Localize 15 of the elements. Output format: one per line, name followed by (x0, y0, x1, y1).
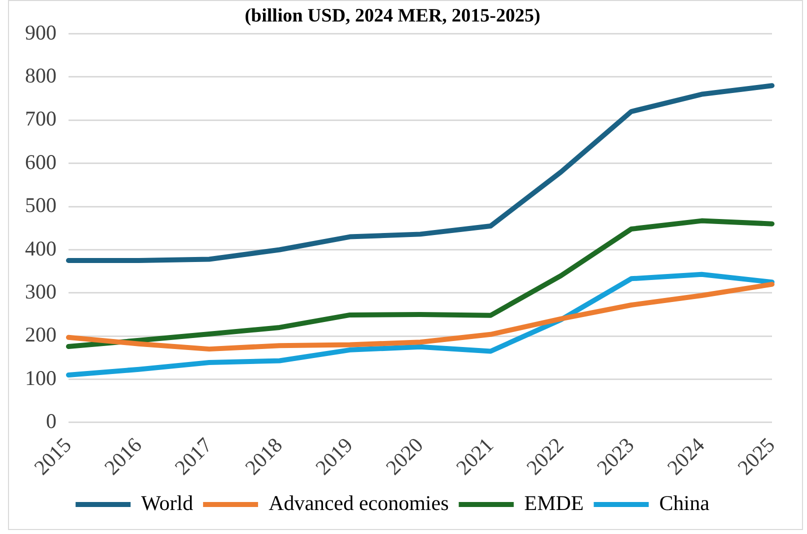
y-tick-label: 500 (25, 193, 56, 218)
legend-label: Advanced economies (268, 491, 449, 516)
y-tick-label: 900 (25, 20, 56, 44)
y-tick-label: 200 (25, 322, 56, 347)
y-tick-label: 300 (25, 279, 56, 304)
legend-label: China (659, 491, 710, 516)
legend-label: EMDE (524, 491, 584, 516)
y-tick-label: 600 (25, 150, 56, 174)
y-tick-label: 400 (25, 236, 56, 260)
y-tick-label: 700 (25, 106, 56, 131)
legend-label: World (141, 491, 194, 516)
y-tick-label: 0 (46, 409, 56, 433)
y-tick-label: 100 (25, 366, 56, 390)
chart-title: (billion USD, 2024 MER, 2015-2025) (244, 5, 540, 26)
y-tick-label: 800 (25, 64, 56, 88)
